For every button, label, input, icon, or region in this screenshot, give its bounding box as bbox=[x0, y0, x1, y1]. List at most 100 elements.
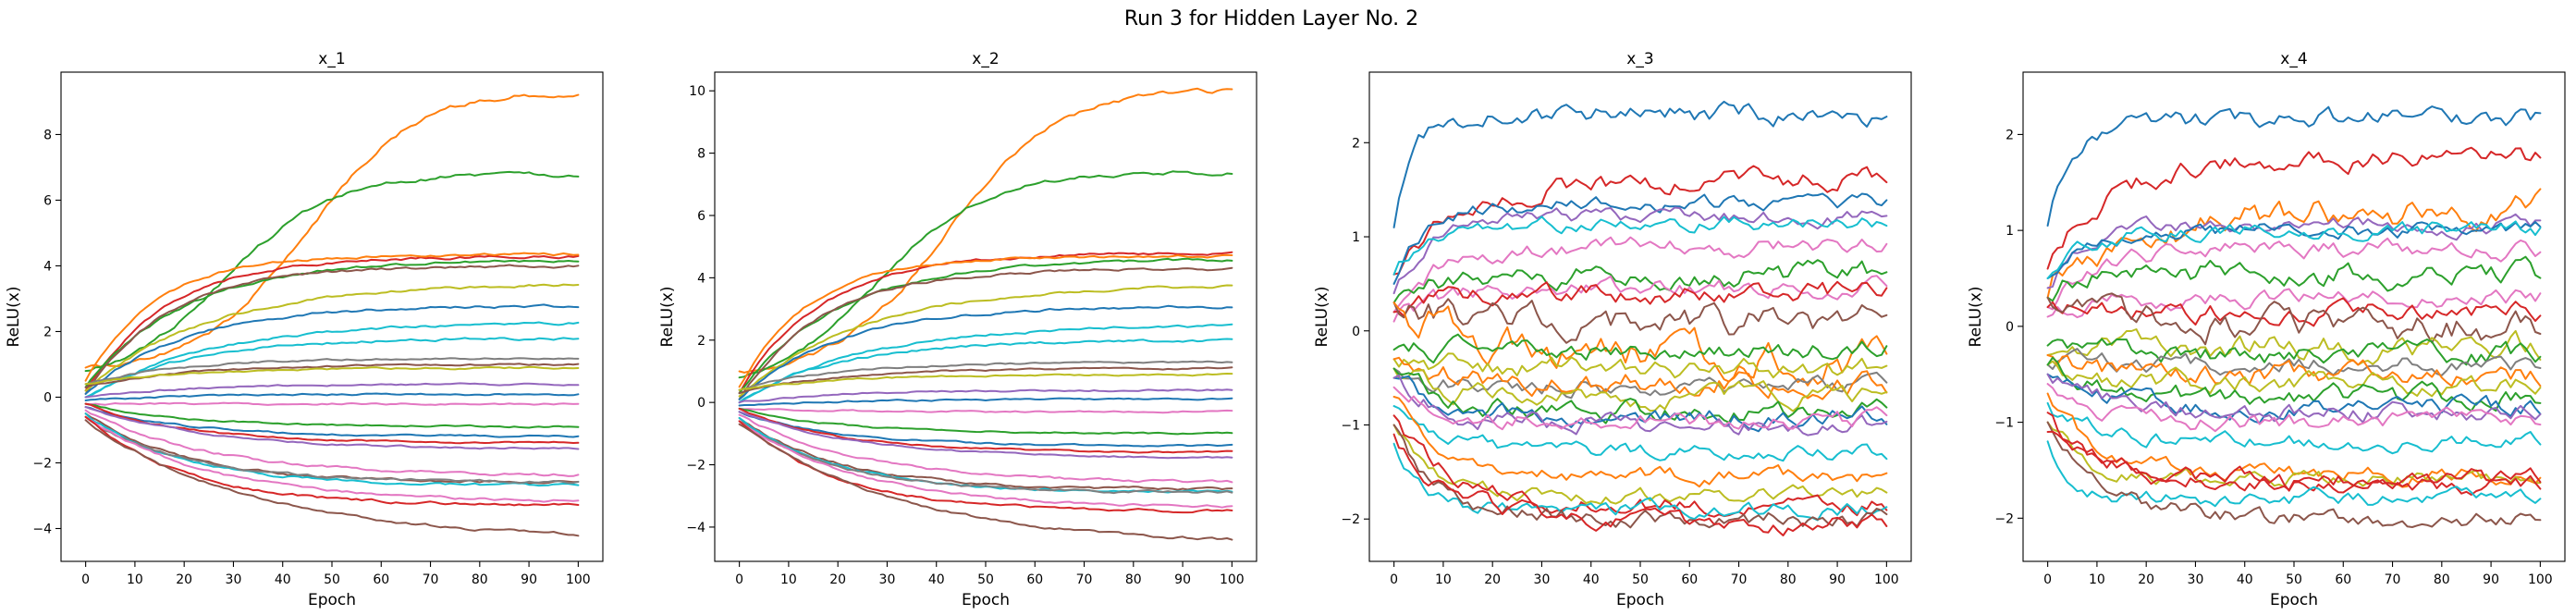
series-line bbox=[2046, 430, 2542, 491]
series-line bbox=[84, 419, 580, 537]
x-tick-label: 90 bbox=[1829, 572, 1846, 587]
series-group bbox=[738, 87, 1233, 541]
x-tick-label: 60 bbox=[2335, 572, 2351, 587]
series-line bbox=[738, 420, 1233, 495]
y-axis-label: ReLU(x) bbox=[1313, 287, 1331, 348]
series-line bbox=[738, 304, 1233, 400]
series-line bbox=[2046, 356, 2542, 412]
x-tick-label: 80 bbox=[1125, 572, 1142, 587]
y-tick-label: 2 bbox=[697, 334, 705, 349]
y-tick-label: 10 bbox=[689, 84, 705, 99]
x-tick-label: 90 bbox=[2483, 572, 2499, 587]
series-line bbox=[84, 382, 580, 399]
x-tick-label: 40 bbox=[928, 572, 945, 587]
series-line bbox=[2046, 213, 2542, 289]
series-line bbox=[84, 254, 580, 392]
x-tick-label: 80 bbox=[1780, 572, 1797, 587]
series-line bbox=[738, 323, 1233, 404]
x-axis-label: Epoch bbox=[962, 591, 1010, 609]
x-tick-label: 60 bbox=[373, 572, 389, 587]
series-line bbox=[1392, 333, 1888, 364]
x-tick-label: 100 bbox=[566, 572, 591, 587]
y-tick-label: 0 bbox=[1352, 325, 1360, 339]
x-tick-label: 10 bbox=[1435, 572, 1452, 587]
series-line bbox=[2046, 401, 2542, 455]
series-group bbox=[2046, 105, 2542, 528]
series-line bbox=[84, 415, 580, 507]
series-line bbox=[84, 321, 580, 399]
x-tick-label: 70 bbox=[1076, 572, 1093, 587]
x-tick-label: 50 bbox=[1632, 572, 1649, 587]
series-line bbox=[738, 397, 1233, 407]
y-tick-label: 0 bbox=[697, 396, 705, 411]
series-line bbox=[84, 357, 580, 386]
x-tick-label: 40 bbox=[275, 572, 291, 587]
series-line bbox=[1392, 442, 1888, 522]
x-tick-label: 20 bbox=[176, 572, 192, 587]
x-tick-label: 50 bbox=[324, 572, 340, 587]
series-line bbox=[738, 407, 1233, 414]
subplot-title: x_1 bbox=[318, 50, 345, 68]
series-line bbox=[1392, 100, 1888, 228]
series-line bbox=[1392, 206, 1888, 295]
series-line bbox=[1392, 301, 1888, 387]
series-line bbox=[84, 402, 580, 429]
x-tick-label: 70 bbox=[2385, 572, 2401, 587]
series-line bbox=[2046, 188, 2542, 299]
series-line bbox=[1392, 405, 1888, 462]
series-line bbox=[84, 406, 580, 438]
x-tick-label: 20 bbox=[829, 572, 846, 587]
series-line bbox=[2046, 440, 2542, 508]
series-line bbox=[738, 407, 1233, 436]
y-tick-label: −2 bbox=[686, 459, 705, 474]
series-line bbox=[738, 338, 1233, 404]
series-line bbox=[2046, 288, 2542, 319]
series-line bbox=[84, 259, 580, 388]
subplot-title: x_2 bbox=[972, 50, 999, 68]
series-line bbox=[1392, 367, 1888, 412]
x-tick-label: 90 bbox=[521, 572, 537, 587]
series-line bbox=[1392, 236, 1888, 314]
series-line bbox=[1392, 259, 1888, 304]
x-tick-label: 0 bbox=[2043, 572, 2052, 587]
subplot-x-2: 0 10 20 30 40 50 60 70 80 90 100 −4 −2 0 2 4 6 8 10 x_2 Epoc… bbox=[658, 50, 1257, 609]
series-line bbox=[1392, 396, 1888, 488]
series-line bbox=[2046, 255, 2542, 302]
y-tick-label: 2 bbox=[1352, 136, 1360, 151]
x-tick-label: 30 bbox=[226, 572, 242, 587]
subplot-x-1: 0 10 20 30 40 50 60 70 80 90 100 −4 −2 0 2 4 6 8 x_1 Epoch R… bbox=[5, 50, 604, 609]
x-tick-label: 90 bbox=[1174, 572, 1191, 587]
series-line bbox=[738, 170, 1233, 379]
x-tick-label: 0 bbox=[1390, 572, 1398, 587]
y-tick-label: 1 bbox=[1352, 230, 1360, 245]
series-line bbox=[84, 406, 580, 450]
series-line bbox=[738, 266, 1233, 400]
y-axis-label: ReLU(x) bbox=[5, 287, 23, 348]
x-tick-label: 0 bbox=[735, 572, 743, 587]
y-tick-label: 6 bbox=[697, 209, 705, 224]
y-tick-label: 4 bbox=[697, 271, 705, 286]
y-axis-label: ReLU(x) bbox=[1967, 287, 1985, 348]
x-tick-label: 60 bbox=[1026, 572, 1043, 587]
series-line bbox=[2046, 360, 2542, 398]
axes-frame bbox=[714, 71, 1257, 562]
subplot-title: x_4 bbox=[2280, 50, 2307, 68]
series-line bbox=[1392, 433, 1888, 536]
axes-frame bbox=[60, 71, 604, 562]
y-tick-label: 1 bbox=[2006, 224, 2014, 239]
series-line bbox=[2046, 373, 2542, 424]
x-tick-label: 70 bbox=[1731, 572, 1748, 587]
x-tick-label: 70 bbox=[423, 572, 439, 587]
x-axis-label: Epoch bbox=[2270, 591, 2318, 609]
x-tick-label: 30 bbox=[2188, 572, 2204, 587]
series-line bbox=[84, 283, 580, 392]
x-tick-label: 40 bbox=[1583, 572, 1600, 587]
y-tick-label: 2 bbox=[43, 325, 52, 339]
x-tick-label: 60 bbox=[1681, 572, 1698, 587]
series-line bbox=[738, 417, 1233, 491]
x-axis-label: Epoch bbox=[308, 591, 356, 609]
x-tick-label: 40 bbox=[2237, 572, 2253, 587]
series-line bbox=[84, 363, 580, 388]
subplot-x-3: 0 10 20 30 40 50 60 70 80 90 100 −2 −1 0 1 2 x_3 Epoch ReL… bbox=[1313, 50, 1912, 609]
